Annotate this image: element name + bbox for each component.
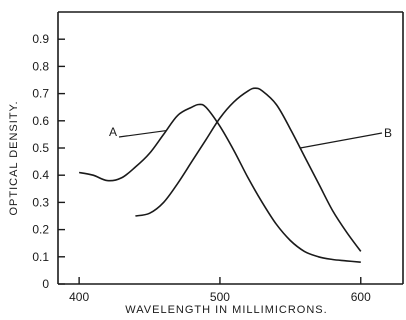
series-a-label: A xyxy=(109,125,117,139)
series-a-pointer xyxy=(118,129,167,138)
x-tick-label: 500 xyxy=(210,290,230,304)
y-tick-label: 0.8 xyxy=(32,59,49,73)
series-b-label: B xyxy=(384,126,392,140)
x-axis-title: WAVELENGTH IN MILLIMICRONS. xyxy=(125,304,327,316)
y-tick-label: 0.3 xyxy=(32,195,49,209)
y-tick-label: 0.5 xyxy=(32,141,49,155)
x-tick-label: 400 xyxy=(69,290,89,304)
y-tick-label: 0.9 xyxy=(32,32,49,46)
y-tick-label: 0.4 xyxy=(32,168,49,182)
y-tick-label: 0.7 xyxy=(32,87,49,101)
y-axis-title: OPTICAL DENSITY. xyxy=(8,100,20,215)
x-tick-label: 600 xyxy=(351,290,371,304)
series-b-pointer xyxy=(300,132,383,149)
series-b-line xyxy=(135,87,362,252)
series-a-line xyxy=(78,103,361,263)
y-tick-label: 0.2 xyxy=(32,223,49,237)
y-tick-label: 0 xyxy=(42,277,49,291)
ticks-layer: 0 0.1 0.2 0.3 0.4 0.5 0.6 0.7 0.8 0.9 400 500 600 xyxy=(32,32,371,304)
y-tick-label: 0.1 xyxy=(32,250,49,264)
y-tick-label: 0.6 xyxy=(32,114,49,128)
curves-layer xyxy=(78,87,362,263)
